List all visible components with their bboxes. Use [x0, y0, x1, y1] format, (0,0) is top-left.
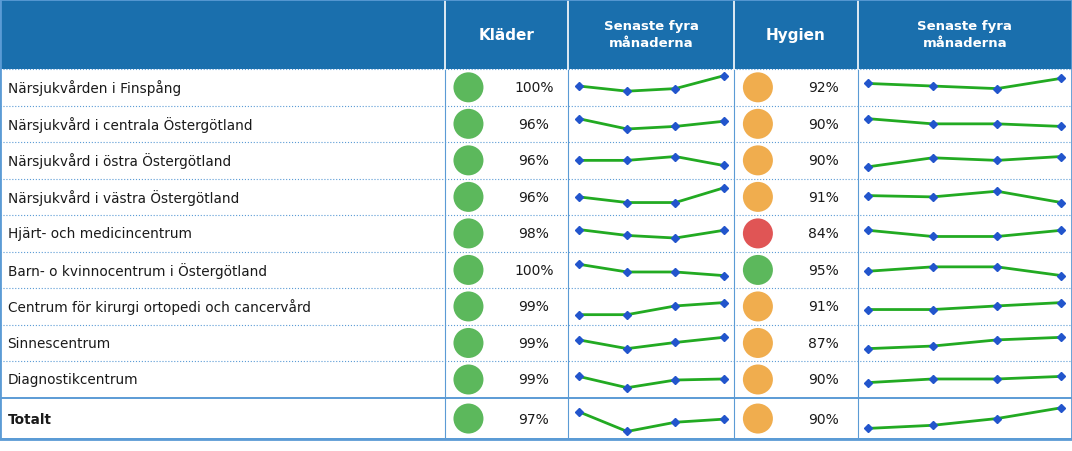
- FancyBboxPatch shape: [0, 325, 1072, 361]
- Text: Hjärt- och medicincentrum: Hjärt- och medicincentrum: [8, 227, 192, 241]
- Ellipse shape: [743, 146, 773, 176]
- Text: 98%: 98%: [519, 227, 549, 241]
- Text: 90%: 90%: [808, 118, 838, 132]
- Text: 100%: 100%: [515, 263, 553, 277]
- Text: Närsjukvården i Finspång: Närsjukvården i Finspång: [8, 80, 180, 96]
- Ellipse shape: [743, 219, 773, 249]
- Text: Totalt: Totalt: [8, 412, 51, 426]
- Text: Centrum för kirurgi ortopedi och cancervård: Centrum för kirurgi ortopedi och cancerv…: [8, 299, 311, 315]
- Ellipse shape: [743, 183, 773, 212]
- Text: Närsjukvård i västra Östergötland: Närsjukvård i västra Östergötland: [8, 189, 239, 205]
- Text: 97%: 97%: [519, 412, 549, 426]
- Text: 99%: 99%: [519, 300, 549, 314]
- Ellipse shape: [453, 365, 483, 395]
- FancyBboxPatch shape: [0, 252, 1072, 289]
- Text: 96%: 96%: [519, 190, 549, 204]
- Text: 91%: 91%: [808, 190, 838, 204]
- Text: 90%: 90%: [808, 154, 838, 168]
- Text: 99%: 99%: [519, 336, 549, 350]
- Text: Barn- o kvinnocentrum i Östergötland: Barn- o kvinnocentrum i Östergötland: [8, 262, 267, 278]
- FancyBboxPatch shape: [0, 0, 1072, 70]
- Ellipse shape: [453, 73, 483, 103]
- Text: 99%: 99%: [519, 373, 549, 387]
- Text: Senaste fyra
månaderna: Senaste fyra månaderna: [604, 20, 699, 50]
- Text: 87%: 87%: [808, 336, 838, 350]
- Text: 95%: 95%: [808, 263, 838, 277]
- FancyBboxPatch shape: [0, 179, 1072, 216]
- Text: 84%: 84%: [808, 227, 838, 241]
- FancyBboxPatch shape: [0, 70, 1072, 106]
- Text: Hygien: Hygien: [766, 28, 825, 42]
- FancyBboxPatch shape: [0, 216, 1072, 252]
- Text: Närsjukvård i östra Östergötland: Närsjukvård i östra Östergötland: [8, 153, 230, 169]
- Text: 90%: 90%: [808, 373, 838, 387]
- Text: 96%: 96%: [519, 154, 549, 168]
- Text: 92%: 92%: [808, 81, 838, 95]
- Ellipse shape: [453, 110, 483, 139]
- Ellipse shape: [453, 146, 483, 176]
- Text: Senaste fyra
månaderna: Senaste fyra månaderna: [918, 20, 1012, 50]
- FancyBboxPatch shape: [0, 289, 1072, 325]
- Ellipse shape: [743, 365, 773, 395]
- Text: Diagnostikcentrum: Diagnostikcentrum: [8, 373, 138, 387]
- Text: Kläder: Kläder: [478, 28, 535, 42]
- Ellipse shape: [453, 404, 483, 433]
- Ellipse shape: [743, 73, 773, 103]
- Ellipse shape: [453, 183, 483, 212]
- Ellipse shape: [743, 255, 773, 285]
- FancyBboxPatch shape: [0, 143, 1072, 179]
- FancyBboxPatch shape: [0, 106, 1072, 143]
- Text: 91%: 91%: [808, 300, 838, 314]
- Ellipse shape: [743, 292, 773, 322]
- Text: 90%: 90%: [808, 412, 838, 426]
- Ellipse shape: [743, 404, 773, 433]
- Text: Närsjukvård i centrala Östergötland: Närsjukvård i centrala Östergötland: [8, 117, 252, 133]
- Ellipse shape: [743, 328, 773, 358]
- Text: Sinnescentrum: Sinnescentrum: [8, 336, 110, 350]
- Ellipse shape: [453, 255, 483, 285]
- Ellipse shape: [453, 292, 483, 322]
- FancyBboxPatch shape: [0, 361, 1072, 398]
- Ellipse shape: [453, 328, 483, 358]
- Text: 96%: 96%: [519, 118, 549, 132]
- Ellipse shape: [743, 110, 773, 139]
- Text: 100%: 100%: [515, 81, 553, 95]
- FancyBboxPatch shape: [0, 398, 1072, 439]
- Ellipse shape: [453, 219, 483, 249]
